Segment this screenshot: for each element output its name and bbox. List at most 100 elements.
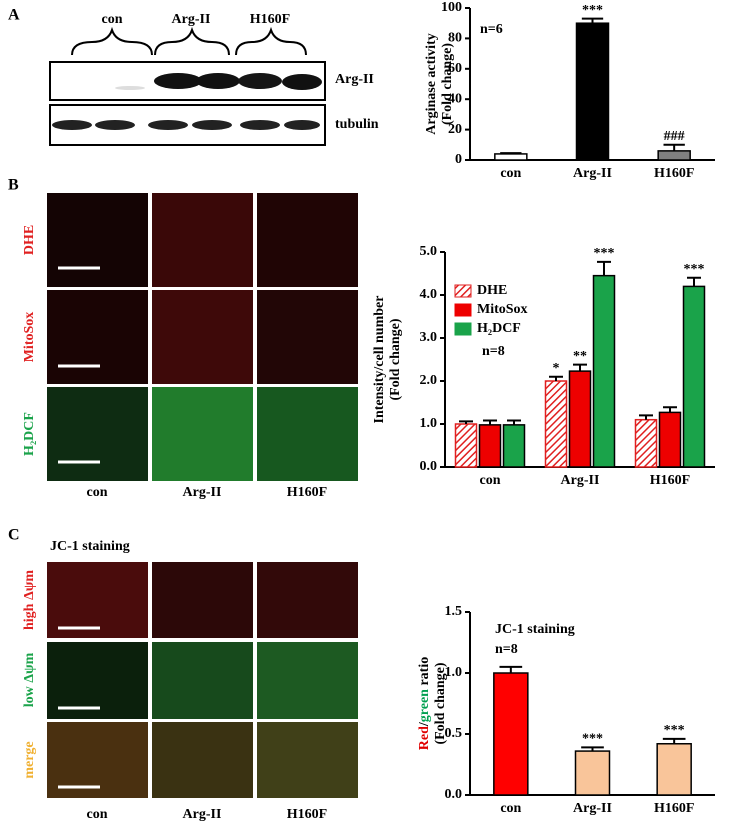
error-bar bbox=[581, 17, 604, 24]
bar bbox=[493, 672, 529, 796]
legend-swatch bbox=[454, 303, 472, 317]
bar bbox=[568, 370, 592, 468]
bar bbox=[502, 424, 526, 468]
error-bar bbox=[507, 419, 521, 425]
annotation: *** bbox=[664, 723, 685, 738]
error-bar bbox=[663, 406, 677, 413]
y-axis-label-part: / bbox=[417, 721, 432, 727]
micrograph bbox=[152, 193, 253, 287]
y-tick-label: 0 bbox=[455, 152, 462, 167]
micrograph bbox=[47, 562, 148, 638]
micrograph bbox=[47, 193, 148, 287]
row-label: low Δψm bbox=[22, 652, 37, 707]
band bbox=[95, 120, 135, 130]
blot-row-label: Arg-II bbox=[335, 72, 374, 87]
y-axis-label: Arginase activity bbox=[424, 33, 439, 134]
micrograph bbox=[47, 387, 148, 481]
y-axis-label: (Fold change) bbox=[433, 662, 448, 744]
band bbox=[284, 120, 320, 130]
error-bar bbox=[687, 276, 701, 287]
x-tick-label: con bbox=[480, 473, 501, 488]
column-label: Arg-II bbox=[183, 807, 222, 822]
x-tick-label: Arg-II bbox=[561, 473, 600, 488]
error-bar bbox=[549, 375, 563, 381]
y-axis-label: (Fold change) bbox=[388, 318, 403, 400]
row-label: DHE bbox=[22, 225, 37, 255]
row-label: H₂DCF bbox=[22, 412, 37, 456]
y-tick-label: 40 bbox=[448, 91, 462, 106]
error-bar bbox=[499, 665, 523, 673]
error-bar bbox=[459, 420, 473, 424]
y-tick-label: 1.0 bbox=[420, 416, 438, 431]
y-tick-label: 0.5 bbox=[445, 726, 463, 741]
micrograph bbox=[257, 193, 358, 287]
annotation: n=8 bbox=[495, 642, 518, 657]
images-title: JC-1 staining bbox=[50, 539, 130, 554]
x-tick-label: H160F bbox=[654, 801, 694, 816]
y-tick-label: 1.5 bbox=[445, 604, 463, 619]
band bbox=[240, 120, 280, 130]
legend-label: H₂DCF bbox=[477, 321, 521, 336]
band bbox=[154, 73, 202, 89]
x-tick-label: Arg-II bbox=[573, 801, 612, 816]
micrograph bbox=[257, 387, 358, 481]
bar bbox=[682, 285, 706, 468]
error-bar bbox=[500, 152, 522, 155]
x-tick-label: H160F bbox=[654, 166, 694, 181]
column-label: con bbox=[87, 485, 108, 500]
panel-label: B bbox=[8, 177, 19, 194]
western-blot: con Arg-II H160F Arg-II tubulin bbox=[49, 12, 379, 146]
annotation: ### bbox=[664, 129, 685, 144]
x-tick-label: con bbox=[500, 801, 521, 816]
row-label: high Δψm bbox=[22, 570, 37, 630]
band bbox=[238, 73, 282, 89]
row-label: merge bbox=[22, 741, 37, 778]
y-axis-label: Red/green ratio bbox=[417, 657, 432, 750]
bar bbox=[574, 750, 611, 796]
blot-group: Arg-II bbox=[172, 12, 211, 27]
bar bbox=[454, 423, 478, 468]
legend-swatch bbox=[454, 322, 472, 336]
y-axis-label: Intensity/cell number bbox=[372, 296, 387, 424]
band bbox=[52, 120, 92, 130]
band bbox=[148, 120, 188, 130]
y-tick-label: 5.0 bbox=[420, 244, 438, 259]
error-bar bbox=[573, 363, 587, 372]
y-axis-label-part: green bbox=[417, 689, 432, 722]
brace bbox=[235, 26, 307, 56]
row-label: MitoSox bbox=[22, 312, 37, 363]
error-bar bbox=[483, 419, 497, 425]
bar bbox=[494, 153, 528, 161]
bar bbox=[658, 411, 682, 468]
brace bbox=[154, 26, 230, 56]
x-tick-label: con bbox=[500, 166, 521, 181]
band bbox=[196, 73, 240, 89]
blot-group: H160F bbox=[250, 12, 290, 27]
micrograph bbox=[152, 290, 253, 384]
micrograph bbox=[47, 290, 148, 384]
y-axis-label-part: ratio bbox=[417, 657, 432, 689]
micrograph bbox=[257, 642, 358, 719]
annotation: *** bbox=[582, 732, 603, 747]
bar bbox=[592, 274, 616, 468]
micrograph bbox=[257, 290, 358, 384]
annotation: *** bbox=[684, 262, 705, 277]
y-tick-label: 0.0 bbox=[420, 459, 438, 474]
band bbox=[192, 120, 232, 130]
y-tick-label: 4.0 bbox=[420, 287, 438, 302]
micrograph bbox=[257, 722, 358, 798]
column-label: H160F bbox=[287, 807, 327, 822]
panel-label: A bbox=[8, 7, 20, 24]
y-axis-label: (Fold change) bbox=[440, 43, 455, 125]
y-tick-label: 1.0 bbox=[445, 665, 463, 680]
bar bbox=[657, 150, 691, 161]
y-tick-label: 80 bbox=[448, 31, 462, 46]
error-bar bbox=[662, 737, 686, 744]
x-tick-label: H160F bbox=[650, 473, 690, 488]
micrograph bbox=[257, 562, 358, 638]
legend-label: DHE bbox=[477, 283, 507, 298]
annotation: * bbox=[553, 361, 560, 376]
column-label: H160F bbox=[287, 485, 327, 500]
brace bbox=[71, 26, 153, 56]
annotation: n=6 bbox=[480, 22, 503, 37]
